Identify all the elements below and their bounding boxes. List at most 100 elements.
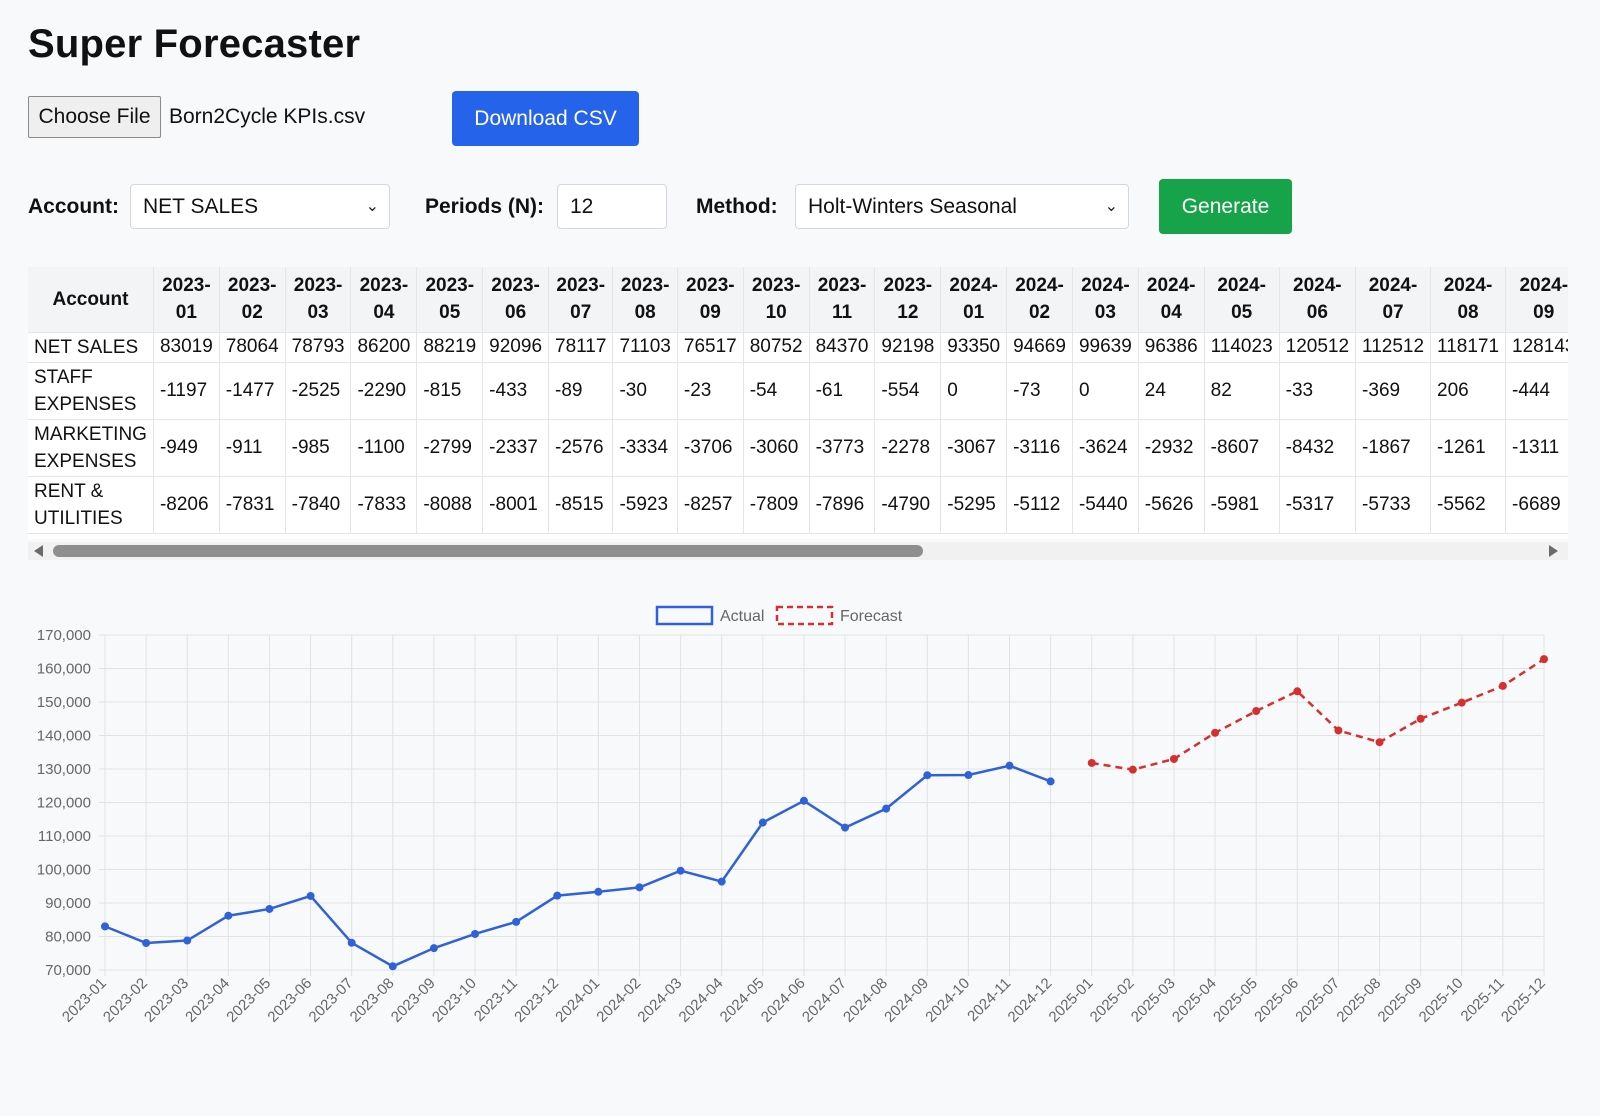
month-year: 2024-	[1217, 275, 1266, 297]
scroll-right-arrow-icon[interactable]	[1549, 545, 1558, 557]
table-cell: 78064	[219, 332, 286, 363]
month-number: 01	[175, 302, 197, 324]
generate-button[interactable]: Generate	[1159, 179, 1292, 234]
table-cell: -554	[874, 362, 942, 420]
table-cell: 86200	[350, 332, 418, 363]
table-cell: -1867	[1355, 419, 1432, 477]
table-cell: -5112	[1006, 476, 1073, 534]
x-tick-label: 2025-03	[1128, 975, 1179, 1026]
column-header-month: 2024- 07	[1355, 267, 1432, 333]
data-point-forecast	[1334, 726, 1343, 735]
month-number: 03	[307, 302, 329, 324]
column-header-month: 2024- 08	[1430, 267, 1507, 333]
table-cell: 120512	[1279, 332, 1357, 363]
data-point-forecast	[1128, 765, 1137, 774]
table-cell: -33	[1279, 362, 1357, 420]
data-point-actual	[676, 866, 685, 875]
month-year: 2023-	[227, 275, 277, 297]
month-year: 2024-	[1519, 275, 1568, 297]
method-select[interactable]: Holt-Winters Seasonal ⌄	[795, 184, 1129, 229]
month-year: 2024-	[1015, 275, 1064, 297]
y-tick-label: 120,000	[37, 795, 91, 812]
table-cell: -8257	[677, 476, 744, 534]
method-label: Method:	[696, 195, 778, 218]
table-cell: -61	[809, 362, 876, 420]
table-cell: -1100	[350, 419, 418, 477]
month-number: 12	[897, 302, 919, 324]
month-year: 2023-	[817, 275, 867, 297]
data-point-actual	[388, 962, 397, 971]
table-cell: 0	[940, 362, 1008, 420]
table-cell: 92096	[482, 332, 550, 363]
table-cell: -8607	[1204, 419, 1280, 477]
table-cell: -2278	[874, 419, 942, 477]
x-tick-label: 2024-03	[634, 975, 685, 1026]
scroll-left-arrow-icon[interactable]	[34, 545, 43, 557]
scrollbar-thumb[interactable]	[53, 545, 923, 557]
data-point-actual	[265, 904, 274, 913]
month-year: 2023-	[751, 275, 801, 297]
month-year: 2023-	[556, 275, 606, 297]
x-tick-label: 2025-04	[1169, 975, 1220, 1026]
data-point-actual	[799, 796, 808, 805]
x-tick-label: 2024-09	[881, 975, 932, 1026]
chevron-down-icon: ⌄	[1104, 198, 1118, 215]
table-cell: -7840	[285, 476, 352, 534]
data-point-actual	[142, 938, 151, 947]
table-cell: 24	[1138, 362, 1205, 420]
account-select[interactable]: NET SALES ⌄	[130, 184, 390, 229]
data-table-container[interactable]: Account 2023- 01 2023- 02 2023- 03 2023- 04 2023…	[28, 267, 1568, 539]
data-point-forecast	[1498, 681, 1507, 690]
month-number: 05	[1231, 302, 1253, 324]
account-label: Account:	[28, 195, 119, 218]
row-account-label: RENT & UTILITIES	[28, 476, 154, 534]
row-account-label: STAFF EXPENSES	[28, 362, 154, 420]
periods-input-value: 12	[570, 195, 594, 218]
download-csv-button[interactable]: Download CSV	[452, 91, 639, 146]
horizontal-scrollbar[interactable]	[28, 542, 1568, 560]
table-cell: 93350	[940, 332, 1008, 363]
month-year: 2024-	[1368, 275, 1418, 297]
table-cell: -5626	[1138, 476, 1205, 534]
legend-swatch-actual	[655, 605, 714, 626]
x-tick-label: 2025-05	[1210, 975, 1261, 1026]
column-header-month: 2023- 02	[219, 267, 286, 333]
table-cell: -6689	[1505, 476, 1568, 534]
table-cell: -433	[482, 362, 550, 420]
column-header-month: 2023- 10	[743, 267, 810, 333]
data-point-actual	[882, 804, 891, 813]
x-tick-label: 2023-10	[429, 975, 480, 1026]
choose-file-button[interactable]: Choose File	[28, 96, 161, 138]
table-cell: 82	[1204, 362, 1280, 420]
month-year: 2023-	[425, 275, 475, 297]
table-row: RENT & UTILITIES -8206 -7831 -7840 -7833 -808…	[28, 476, 1568, 534]
month-year: 2023-	[293, 275, 343, 297]
data-point-forecast	[1540, 655, 1548, 664]
month-year: 2023-	[883, 275, 933, 297]
table-cell: 78117	[548, 332, 614, 363]
data-point-forecast	[1087, 758, 1096, 767]
column-header-month: 2023- 04	[350, 267, 418, 333]
periods-label: Periods (N):	[425, 195, 545, 218]
month-number: 03	[1094, 302, 1116, 324]
table-cell: -3067	[940, 419, 1008, 477]
table-row: MARKETING EXPENSES -949 -911 -985 -1100 -2799…	[28, 419, 1568, 477]
table-cell: 128143	[1505, 332, 1568, 363]
x-tick-label: 2025-12	[1498, 975, 1549, 1026]
data-point-actual	[717, 877, 726, 886]
table-cell: 88219	[416, 332, 484, 363]
y-tick-label: 160,000	[37, 661, 91, 678]
month-year: 2024-	[1146, 275, 1196, 297]
x-tick-label: 2025-07	[1292, 975, 1343, 1026]
column-header-month: 2023- 06	[482, 267, 550, 333]
table-cell: -3706	[677, 419, 744, 477]
month-year: 2023-	[620, 275, 670, 297]
month-year: 2024-	[949, 275, 998, 297]
periods-input[interactable]: 12	[557, 184, 667, 229]
forecast-chart: 70,000 80,000 90,000 100,000 110,000 120,000 1…	[0, 600, 1600, 1080]
y-tick-label: 170,000	[37, 627, 91, 644]
x-tick-label: 2024-12	[1005, 975, 1056, 1026]
table-cell: -1261	[1430, 419, 1507, 477]
column-header-month: 2024- 09	[1505, 267, 1568, 333]
y-tick-label: 140,000	[37, 728, 91, 745]
